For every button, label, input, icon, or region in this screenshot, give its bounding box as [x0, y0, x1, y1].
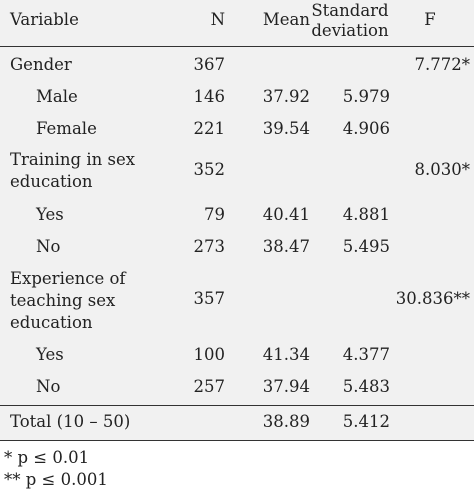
row-mean: 38.89 — [262, 412, 310, 431]
row-n: 221 — [193, 119, 226, 138]
row-n: 146 — [193, 87, 226, 106]
row-f — [390, 81, 474, 87]
header-standard-deviation: Standard deviation — [310, 0, 390, 41]
table-row: Gender 367 7.772* — [0, 47, 474, 81]
row-sd — [310, 263, 390, 289]
row-mean: 39.54 — [262, 119, 310, 138]
row-variable: No — [36, 377, 61, 396]
row-variable-line2: education — [10, 172, 93, 191]
table-row: No 257 37.94 5.483 — [0, 371, 474, 406]
row-f: 8.030* — [414, 160, 471, 179]
row-mean: 37.92 — [262, 87, 310, 106]
row-mean — [225, 47, 310, 55]
header-n: N — [210, 10, 225, 29]
table-row: Male 146 37.92 5.979 — [0, 81, 474, 113]
row-mean — [225, 145, 310, 160]
row-mean — [225, 263, 310, 289]
row-sd: 5.412 — [342, 412, 390, 431]
row-n: 357 — [193, 289, 226, 308]
row-variable-line1: Experience of — [10, 269, 126, 288]
row-f — [390, 406, 474, 412]
row-variable-line1: Training in sex — [10, 150, 136, 169]
table-header: Variable N Mean Standard deviation F — [0, 0, 474, 47]
table-row: Female 221 39.54 4.906 — [0, 113, 474, 145]
row-sd — [310, 47, 390, 55]
row-sd: 4.881 — [342, 205, 390, 224]
row-sd: 4.906 — [342, 119, 390, 138]
row-mean: 41.34 — [262, 345, 310, 364]
row-variable: Yes — [36, 345, 64, 364]
row-f — [390, 113, 474, 119]
row-n: 100 — [193, 345, 226, 364]
row-mean: 37.94 — [262, 377, 310, 396]
row-mean: 38.47 — [262, 237, 310, 256]
table-row: Training in sex education 352 8.030* — [0, 145, 474, 199]
table-row: No 273 38.47 5.495 — [0, 231, 474, 263]
row-variable: Training in sex education — [0, 145, 175, 193]
row-f: 7.772* — [414, 55, 471, 74]
header-sd-line1: Standard — [311, 1, 389, 20]
data-table: Variable N Mean Standard deviation F Gen… — [0, 0, 474, 441]
row-sd: 5.495 — [342, 237, 390, 256]
row-variable-line2: teaching sex — [10, 291, 116, 310]
row-sd: 4.377 — [342, 345, 390, 364]
row-n: 367 — [193, 55, 226, 74]
row-variable: No — [36, 237, 61, 256]
header-f: F — [424, 10, 436, 29]
table-footnotes: * p ≤ 0.01 ** p ≤ 0.001 — [4, 447, 108, 491]
row-variable: Male — [36, 87, 78, 106]
row-variable: Yes — [36, 205, 64, 224]
row-variable: Experience of teaching sex education — [0, 263, 175, 334]
row-variable: Female — [36, 119, 97, 138]
footnote: * p ≤ 0.01 — [4, 448, 90, 467]
row-variable-line3: education — [10, 313, 93, 332]
row-f — [390, 231, 474, 237]
row-n: 273 — [193, 237, 226, 256]
header-variable: Variable — [10, 10, 79, 29]
row-f — [390, 371, 474, 377]
footnote: ** p ≤ 0.001 — [4, 470, 108, 489]
row-sd: 5.483 — [342, 377, 390, 396]
row-f: 30.836** — [395, 289, 470, 308]
row-variable: Gender — [10, 55, 72, 74]
row-n: 79 — [204, 205, 225, 224]
row-n: 257 — [193, 377, 226, 396]
row-n: 352 — [193, 160, 226, 179]
header-mean: Mean — [262, 10, 310, 29]
table-row: Yes 79 40.41 4.881 — [0, 199, 474, 231]
header-sd-line2: deviation — [311, 21, 389, 40]
table-row-total: Total (10 – 50) 38.89 5.412 — [0, 406, 474, 441]
row-variable: Total (10 – 50) — [10, 412, 131, 431]
row-mean: 40.41 — [262, 205, 310, 224]
table-row: Experience of teaching sex education 357… — [0, 263, 474, 339]
table-row: Yes 100 41.34 4.377 — [0, 339, 474, 371]
row-sd: 5.979 — [342, 87, 390, 106]
row-f — [390, 339, 474, 345]
row-sd — [310, 145, 390, 160]
row-f — [390, 199, 474, 205]
row-n — [175, 406, 225, 412]
